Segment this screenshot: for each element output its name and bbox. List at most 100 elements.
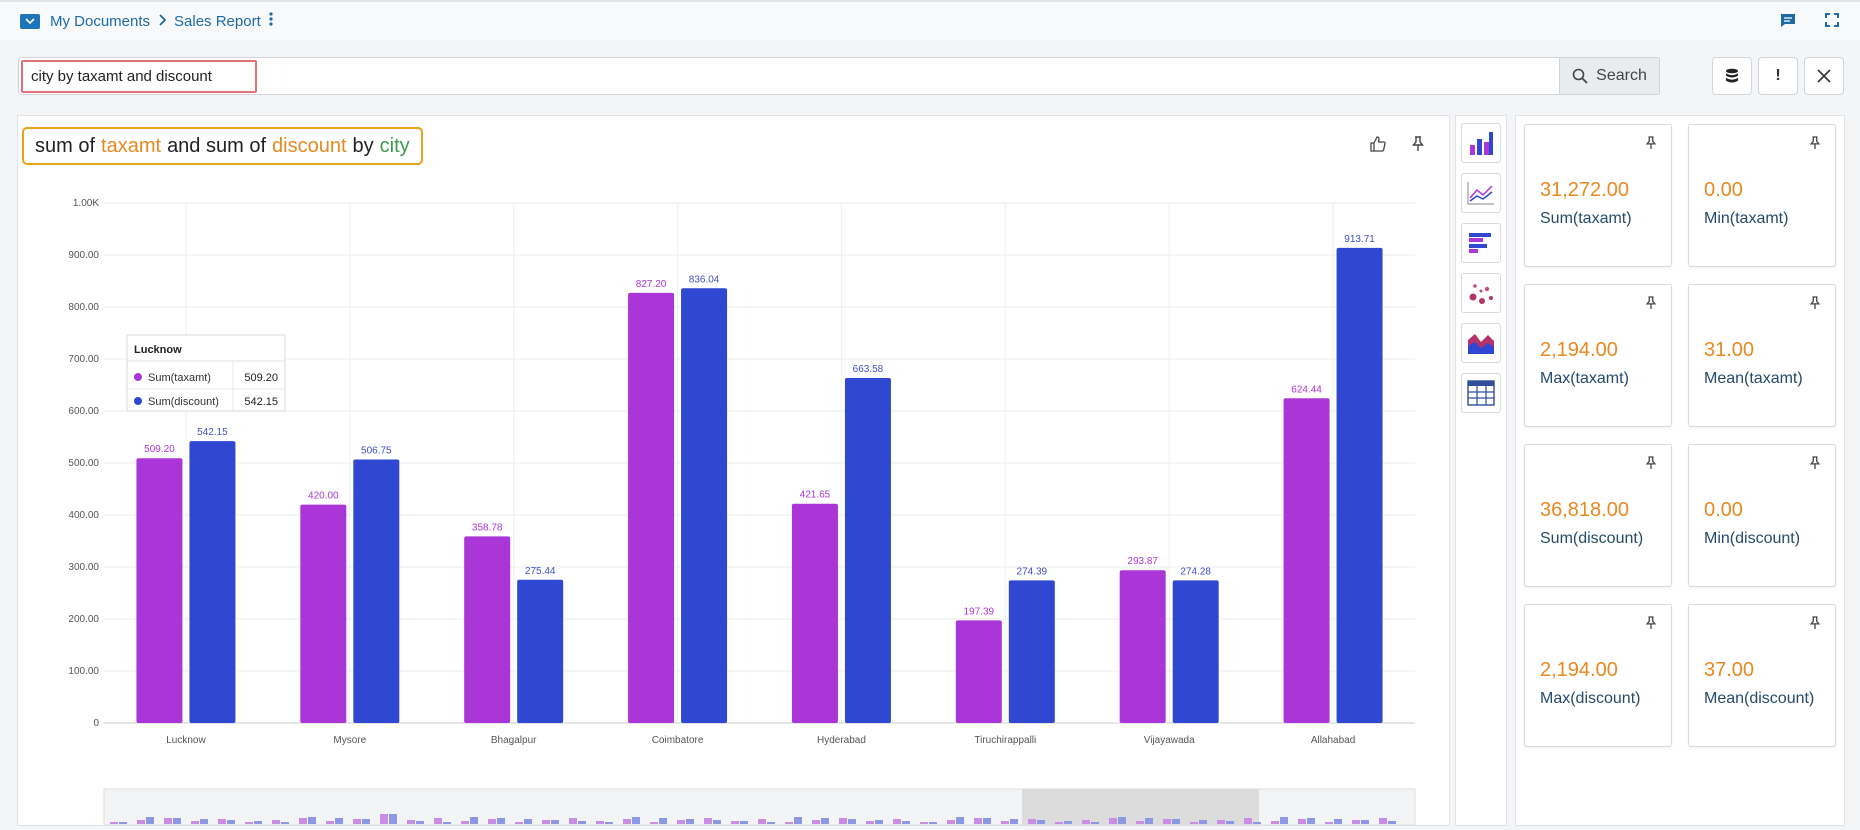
data-label: 509.20 — [144, 444, 175, 455]
mini-bar — [1001, 821, 1009, 824]
mini-bar — [1109, 818, 1117, 824]
bar-taxamt — [300, 504, 347, 723]
y-tick-label: 600.00 — [68, 406, 99, 417]
stat-label: Mean(discount) — [1704, 690, 1815, 707]
title-text: and sum of — [167, 134, 267, 157]
search-input[interactable] — [21, 60, 1557, 92]
pin-icon[interactable] — [1809, 296, 1823, 310]
pin-icon[interactable] — [1645, 456, 1659, 470]
data-label: 275.44 — [525, 566, 556, 577]
area-chart-icon[interactable] — [1461, 323, 1501, 363]
bar-discount — [1008, 580, 1055, 723]
data-label: 542.15 — [197, 427, 228, 438]
data-label: 913.71 — [1344, 234, 1375, 245]
bar-chart-icon[interactable] — [1461, 123, 1501, 163]
x-tick-label: Tiruchirappalli — [974, 735, 1036, 746]
x-tick-label: Mysore — [333, 735, 366, 746]
thumbs-up-icon[interactable] — [1369, 135, 1387, 153]
stat-label: Max(discount) — [1540, 690, 1641, 707]
mini-bar — [281, 822, 289, 824]
mini-bar — [191, 821, 199, 824]
mini-bar — [272, 820, 280, 824]
search-button[interactable]: Search — [1559, 58, 1659, 94]
folder-icon[interactable] — [20, 13, 40, 29]
horizontal-bar-icon[interactable] — [1461, 223, 1501, 263]
mini-bar — [974, 818, 982, 824]
mini-bar — [1055, 822, 1063, 824]
mini-bar — [1118, 817, 1126, 824]
mini-bar — [1271, 821, 1279, 824]
mini-bar — [596, 821, 604, 824]
breadcrumb-current[interactable]: Sales Report — [174, 12, 261, 30]
tooltip-series-name: Sum(taxamt) — [148, 372, 211, 384]
stat-value: 2,194.00 — [1540, 339, 1618, 361]
mini-bar — [1010, 819, 1018, 824]
pin-icon[interactable] — [1409, 135, 1427, 153]
y-tick-label: 400.00 — [68, 510, 99, 521]
mini-bar — [569, 818, 577, 824]
mini-bar — [164, 818, 172, 824]
mini-bar — [416, 821, 424, 824]
x-tick-label: Hyderabad — [817, 735, 866, 746]
mini-bar — [704, 818, 712, 824]
mini-bar — [326, 821, 334, 824]
data-label: 197.39 — [964, 606, 995, 617]
mini-bar — [875, 820, 883, 824]
info-button[interactable]: ! — [1758, 57, 1798, 95]
bar-discount — [517, 579, 564, 723]
more-options-icon[interactable] — [269, 11, 273, 32]
scatter-chart-icon[interactable] — [1461, 273, 1501, 313]
mini-bar — [299, 818, 307, 824]
mini-bar — [551, 820, 559, 824]
stat-card: 37.00 Mean(discount) — [1688, 604, 1836, 747]
mini-bar — [794, 817, 802, 824]
pin-icon[interactable] — [1645, 296, 1659, 310]
stat-value: 0.00 — [1704, 499, 1743, 521]
mini-bar — [488, 819, 496, 824]
title-measure-discount: discount — [272, 134, 347, 157]
y-tick-label: 300.00 — [68, 562, 99, 573]
pin-icon[interactable] — [1809, 136, 1823, 150]
mini-bar — [767, 822, 775, 824]
pin-icon[interactable] — [1645, 616, 1659, 630]
chart-title: sum of taxamt and sum of discount by cit… — [22, 127, 423, 165]
close-button[interactable] — [1804, 57, 1844, 95]
y-tick-label: 700.00 — [68, 354, 99, 365]
pin-icon[interactable] — [1645, 136, 1659, 150]
mini-bar — [380, 814, 388, 824]
y-tick-label: 0 — [93, 718, 99, 729]
search-icon — [1572, 68, 1588, 84]
title-measure-taxamt: taxamt — [101, 134, 162, 157]
mini-bar — [434, 818, 442, 824]
stat-value: 31,272.00 — [1540, 179, 1629, 201]
data-source-button[interactable] — [1712, 57, 1752, 95]
stat-value: 2,194.00 — [1540, 659, 1618, 681]
stat-label: Mean(taxamt) — [1704, 370, 1803, 387]
data-label: 358.78 — [472, 522, 503, 533]
mini-bar — [731, 821, 739, 824]
mini-bar — [1361, 820, 1369, 824]
fullscreen-icon[interactable] — [1824, 12, 1840, 28]
mini-bar — [515, 822, 523, 824]
stat-card: 0.00 Min(taxamt) — [1688, 124, 1836, 267]
mini-bar — [821, 818, 829, 824]
bar-chart[interactable]: 0 100.00 200.00 300.00 400.00 500.00 600.00 700… — [18, 116, 1451, 827]
mini-bar — [983, 818, 991, 824]
table-icon[interactable] — [1461, 373, 1501, 413]
stat-label: Max(taxamt) — [1540, 370, 1629, 387]
data-label: 293.87 — [1127, 556, 1158, 567]
stat-label: Min(taxamt) — [1704, 210, 1789, 227]
line-chart-icon[interactable] — [1461, 173, 1501, 213]
comment-icon[interactable] — [1780, 12, 1796, 28]
bar-taxamt — [1119, 570, 1166, 723]
info-icon: ! — [1775, 67, 1781, 84]
mini-bar — [605, 822, 613, 824]
mini-bar — [947, 820, 955, 824]
data-label: 827.20 — [636, 279, 667, 290]
breadcrumb-root[interactable]: My Documents — [50, 12, 151, 30]
mini-bar — [1253, 822, 1261, 824]
pin-icon[interactable] — [1809, 456, 1823, 470]
mini-bar — [1064, 821, 1072, 824]
stat-label: Min(discount) — [1704, 530, 1801, 547]
pin-icon[interactable] — [1809, 616, 1823, 630]
